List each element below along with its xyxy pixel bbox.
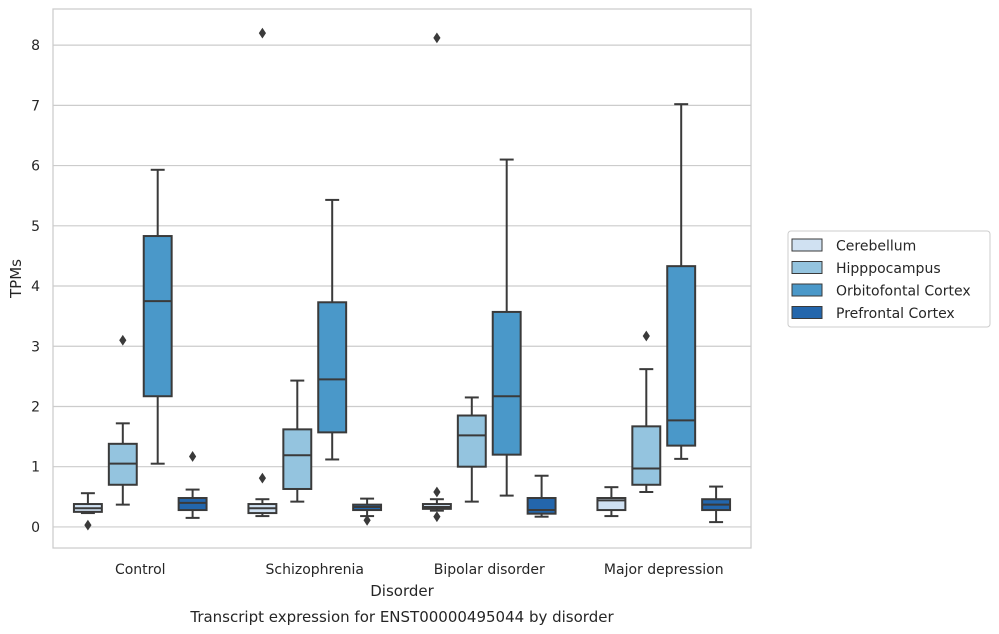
box-orbitofontal-cortex-2 [491, 158, 522, 497]
plot-frame [52, 8, 752, 549]
box-iqr [526, 497, 557, 515]
x-tick-label-schizophrenia: Schizophrenia [266, 562, 364, 578]
y-tick-label-2: 2 [31, 399, 40, 415]
y-tick-label-1: 1 [31, 460, 40, 476]
x-tick-label-control: Control [115, 562, 166, 578]
legend-swatch-cerebellum [791, 238, 823, 252]
outlier-point [258, 472, 266, 484]
box-iqr [456, 414, 487, 468]
y-tick-label-7: 7 [31, 98, 40, 114]
box-iqr [177, 497, 208, 512]
box-prefrontal-cortex-1 [352, 497, 383, 526]
y-tick-label-5: 5 [31, 219, 40, 235]
y-tick-label-8: 8 [31, 38, 40, 54]
y-tick-label-6: 6 [31, 159, 40, 175]
box-hipppocampus-3 [631, 330, 662, 493]
outlier-point [119, 334, 127, 346]
legend-label-hipppocampus: Hipppocampus [836, 261, 941, 277]
x-tick-label-bipolar-disorder: Bipolar disorder [434, 562, 545, 578]
box-prefrontal-cortex-3 [701, 485, 732, 524]
legend-swatch-prefrontal-cortex [791, 306, 823, 319]
x-tick-label-major-depression: Major depression [604, 562, 724, 578]
legend: Cerebellum Hipppocampus Orbitofontal Corte… [787, 230, 991, 328]
outlier-point [84, 519, 92, 531]
y-axis-title: TPMs [7, 259, 25, 299]
legend-swatch-orbitofontal-cortex [791, 283, 823, 297]
box-iqr [282, 428, 313, 490]
outlier-point [433, 32, 441, 44]
x-axis-ticks: Control Schizophrenia Bipolar disorder Majo… [115, 562, 724, 578]
legend-label-prefrontal-cortex: Prefrontal Cortex [836, 306, 955, 322]
y-axis-ticks: 0 1 2 3 4 5 6 7 8 [31, 38, 40, 536]
box-cerebellum-2 [421, 32, 452, 523]
box-iqr [142, 235, 173, 398]
legend-label-cerebellum: Cerebellum [836, 239, 916, 255]
box-orbitofontal-cortex-1 [317, 198, 348, 461]
legend-swatch-hipppocampus [791, 261, 823, 274]
box-orbitofontal-cortex-3 [666, 103, 697, 460]
outlier-point [363, 514, 371, 526]
box-cerebellum-0 [72, 492, 103, 531]
box-prefrontal-cortex-2 [526, 474, 557, 518]
outlier-point [433, 511, 441, 523]
box-prefrontal-cortex-0 [177, 451, 208, 519]
box-iqr [631, 425, 662, 486]
box-iqr [491, 310, 522, 456]
outlier-point [433, 486, 441, 498]
y-tick-label-0: 0 [31, 520, 40, 536]
outlier-point [642, 330, 650, 342]
y-tick-label-3: 3 [31, 339, 40, 355]
x-axis-title: Disorder [370, 582, 434, 600]
box-cerebellum-1 [247, 27, 278, 518]
outlier-point [189, 451, 197, 462]
y-tick-label-4: 4 [31, 279, 40, 295]
box-cerebellum-3 [596, 486, 627, 518]
chart-caption: Transcript expression for ENST0000049504… [189, 608, 614, 626]
legend-frame [787, 230, 991, 328]
plot-area-boxes [72, 27, 732, 531]
legend-label-orbitofontal-cortex: Orbitofontal Cortex [836, 284, 971, 300]
box-hipppocampus-2 [456, 396, 487, 503]
box-orbitofontal-cortex-0 [142, 168, 173, 465]
box-iqr [317, 301, 348, 434]
outlier-point [258, 27, 266, 39]
box-hipppocampus-1 [282, 379, 313, 503]
box-iqr [666, 265, 697, 447]
box-hipppocampus-0 [107, 334, 138, 506]
